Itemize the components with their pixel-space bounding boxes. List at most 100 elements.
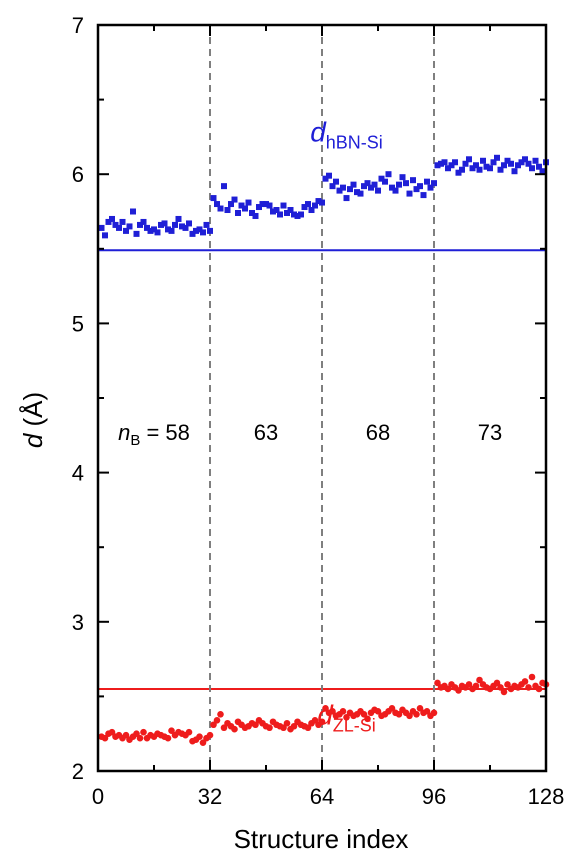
point-hbn-si (413, 186, 420, 193)
point-zl-si (318, 718, 326, 726)
point-hbn-si (343, 195, 350, 202)
point-hbn-si (186, 220, 192, 227)
point-hbn-si (452, 159, 458, 166)
point-hbn-si (403, 180, 409, 187)
point-hbn-si (147, 227, 154, 234)
point-zl-si (304, 724, 312, 732)
point-hbn-si (448, 162, 455, 169)
point-hbn-si (396, 181, 402, 188)
point-hbn-si (217, 205, 224, 212)
point-hbn-si (392, 187, 399, 194)
point-hbn-si (284, 209, 290, 216)
point-zl-si (199, 739, 207, 746)
group-label-4: 73 (478, 420, 502, 445)
point-zl-si (122, 731, 130, 739)
point-hbn-si (480, 157, 486, 164)
point-hbn-si (172, 221, 178, 228)
point-zl-si (388, 705, 396, 712)
point-hbn-si (424, 178, 430, 185)
point-hbn-si (483, 163, 490, 170)
point-hbn-si (539, 168, 546, 175)
point-hbn-si (123, 227, 129, 234)
point-zl-si (504, 681, 511, 688)
point-hbn-si (322, 175, 329, 182)
point-hbn-si (536, 163, 542, 170)
point-hbn-si (473, 162, 479, 169)
series-label-subscript: ZL-Si (333, 716, 376, 736)
point-hbn-si (179, 223, 185, 230)
point-zl-si (413, 711, 420, 718)
point-hbn-si (182, 224, 189, 231)
point-hbn-si (252, 212, 259, 219)
point-zl-si (311, 716, 319, 724)
point-hbn-si (438, 160, 444, 167)
point-zl-si (521, 678, 529, 685)
point-hbn-si (434, 162, 441, 169)
point-hbn-si (270, 208, 276, 215)
point-zl-si (164, 734, 172, 742)
point-hbn-si (259, 201, 266, 208)
point-hbn-si (504, 157, 511, 164)
point-hbn-si (235, 209, 241, 216)
point-zl-si (535, 685, 543, 693)
point-zl-si (140, 728, 147, 736)
point-zl-si (497, 684, 504, 691)
point-hbn-si (315, 198, 322, 205)
group-label-value: = 58 (140, 420, 190, 445)
point-zl-si (430, 709, 438, 717)
point-hbn-si (116, 224, 122, 231)
point-zl-si (206, 731, 214, 739)
point-hbn-si (102, 232, 108, 239)
point-zl-si (472, 682, 480, 690)
point-hbn-si (193, 227, 199, 234)
point-hbn-si (210, 195, 217, 202)
point-hbn-si (459, 166, 465, 173)
point-zl-si (101, 734, 109, 742)
axis-ticks: 0 32 64 96 128 2 3 4 5 6 7 (72, 13, 565, 809)
x-tick-label: 128 (528, 784, 565, 809)
point-zl-si (322, 705, 329, 712)
x-tick-label: 96 (422, 784, 446, 809)
point-zl-si (280, 724, 287, 732)
series-label-symbol: d (317, 700, 334, 731)
point-hbn-si (364, 180, 371, 187)
point-zl-si (364, 715, 371, 723)
point-hbn-si (385, 171, 392, 178)
point-zl-si (220, 724, 228, 732)
point-hbn-si (238, 202, 245, 209)
point-hbn-si (389, 184, 395, 191)
point-hbn-si (207, 227, 213, 234)
point-zl-si (343, 713, 350, 721)
point-hbn-si (119, 218, 126, 225)
point-hbn-si (382, 178, 388, 185)
point-zl-si (395, 711, 403, 718)
point-hbn-si (417, 183, 423, 190)
point-hbn-si (245, 199, 252, 206)
x-tick-label: 64 (310, 784, 334, 809)
y-tick-label: 6 (72, 162, 84, 187)
point-hbn-si (112, 221, 119, 228)
point-hbn-si (375, 187, 381, 194)
point-hbn-si (441, 159, 448, 166)
point-hbn-si (249, 209, 255, 216)
x-tick-label: 0 (92, 784, 104, 809)
point-zl-si (217, 711, 224, 718)
point-zl-si (329, 708, 336, 715)
point-zl-si (339, 708, 347, 715)
point-hbn-si (98, 224, 105, 231)
point-hbn-si (427, 184, 434, 191)
point-hbn-si (347, 186, 353, 193)
x-tick-label: 32 (198, 784, 222, 809)
point-hbn-si (256, 204, 262, 211)
point-zl-si (525, 684, 532, 691)
point-hbn-si (518, 159, 525, 166)
group-label-subscript: B (130, 432, 140, 449)
y-tick-label: 3 (72, 610, 84, 635)
point-hbn-si (312, 202, 318, 209)
point-hbn-si (326, 172, 332, 179)
point-zl-si (455, 687, 462, 694)
point-zl-si (136, 734, 144, 742)
y-tick-label: 2 (72, 759, 84, 784)
group-dividers (209, 25, 435, 771)
